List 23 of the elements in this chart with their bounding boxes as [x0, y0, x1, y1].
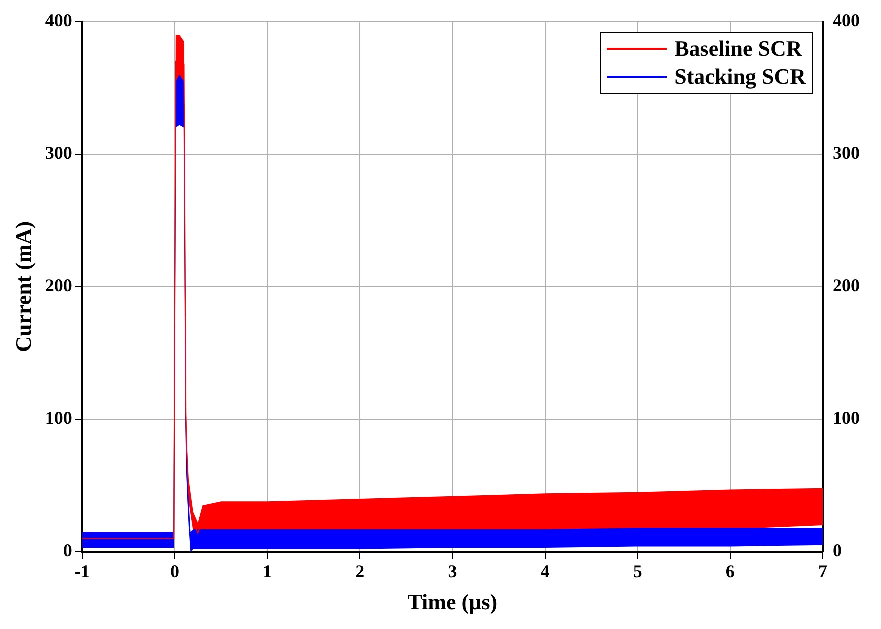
y-axis-title: Current (mA): [10, 221, 36, 352]
y2-tick-label: 400: [833, 10, 860, 30]
y-tick-label: 0: [63, 540, 72, 561]
y-tick-label: 200: [45, 276, 72, 296]
x-tick-label: 4: [540, 561, 550, 582]
legend-label: Stacking SCR: [674, 62, 806, 91]
y-tick-label: 100: [45, 408, 72, 428]
y2-tick-label: 300: [833, 143, 860, 164]
y2-tick-label: 100: [833, 408, 860, 428]
x-tick-label: 6: [726, 561, 735, 582]
legend-label: Baseline SCR: [674, 34, 802, 63]
x-axis-title: Time (µs): [408, 589, 498, 614]
y2-tick-label: 0: [833, 540, 842, 561]
x-tick-label: 7: [818, 561, 828, 582]
y2-tick-label: 200: [833, 276, 860, 296]
x-tick-label: 5: [633, 561, 642, 582]
x-tick-label: 2: [356, 561, 365, 582]
x-tick-label: 3: [448, 561, 458, 582]
x-tick-label: -1: [74, 561, 90, 582]
x-tick-label: 0: [170, 561, 180, 582]
y-tick-label: 300: [45, 143, 72, 164]
y-tick-label: 400: [45, 10, 72, 30]
x-tick-label: 1: [263, 561, 272, 582]
